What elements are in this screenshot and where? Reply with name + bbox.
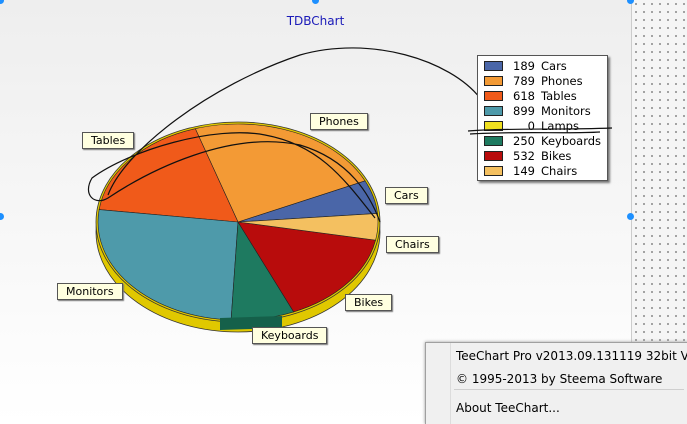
menu-gutter <box>450 343 451 424</box>
chart-legend[interactable]: 189 Cars 789 Phones 618 Tables 899 Monitors 0 Lam… <box>477 55 608 181</box>
legend-label: Tables <box>541 88 577 103</box>
pie-label-tables[interactable]: Tables <box>82 132 135 149</box>
legend-item-keyboards[interactable]: 250 Keyboards <box>478 133 607 148</box>
legend-label: Monitors <box>541 103 591 118</box>
legend-item-chairs[interactable]: 149 Chairs <box>478 163 607 178</box>
legend-swatch <box>484 120 503 131</box>
pie-label-phones[interactable]: Phones <box>310 113 368 130</box>
legend-value: 789 <box>513 73 535 88</box>
legend-value: 899 <box>513 103 535 118</box>
pie-label-cars[interactable]: Cars <box>385 187 428 204</box>
pie-chart[interactable] <box>0 0 631 423</box>
selection-handle-left-middle[interactable] <box>0 213 4 220</box>
legend-item-phones[interactable]: 789 Phones <box>478 73 607 88</box>
legend-swatch <box>484 150 503 161</box>
legend-value: 149 <box>513 163 535 178</box>
legend-swatch <box>484 90 503 101</box>
legend-swatch <box>484 165 503 176</box>
pie-slice-keyboards-side <box>220 316 282 330</box>
selection-handle-top-right[interactable] <box>627 0 634 4</box>
context-menu[interactable]: TeeChart Pro v2013.09.131119 32bit VCL ©… <box>425 342 687 424</box>
pie-slice-bikes[interactable] <box>237 221 376 313</box>
legend-item-monitors[interactable]: 899 Monitors <box>478 103 607 118</box>
legend-item-cars[interactable]: 189 Cars <box>478 58 607 73</box>
pie-slice-chairs[interactable] <box>237 213 379 241</box>
legend-value: 618 <box>513 88 535 103</box>
legend-swatch <box>484 75 503 86</box>
pie-label-bikes[interactable]: Bikes <box>345 294 393 311</box>
legend-label: Bikes <box>541 148 572 163</box>
pie-label-chairs[interactable]: Chairs <box>386 236 439 253</box>
legend-label: Chairs <box>541 163 578 178</box>
legend-value: 532 <box>513 148 535 163</box>
legend-value: 0 <box>527 118 535 133</box>
chart-title: TDBChart <box>286 14 345 28</box>
pie-label-keyboards[interactable]: Keyboards <box>252 327 328 344</box>
selection-handle-top-left[interactable] <box>0 0 4 4</box>
legend-swatch <box>484 105 503 116</box>
legend-label: Phones <box>541 73 583 88</box>
menu-item-about[interactable]: About TeeChart... <box>456 401 560 415</box>
legend-value: 250 <box>513 133 535 148</box>
hand-drawn-scribble <box>87 47 481 223</box>
legend-value: 189 <box>513 58 535 73</box>
legend-swatch <box>484 60 503 71</box>
legend-label: Lamps <box>541 118 579 133</box>
legend-label: Keyboards <box>541 133 602 148</box>
legend-item-tables[interactable]: 618 Tables <box>478 88 607 103</box>
pie-slices <box>95 121 381 333</box>
legend-item-lamps[interactable]: 0 Lamps <box>478 118 607 133</box>
legend-item-bikes[interactable]: 532 Bikes <box>478 148 607 163</box>
selection-handle-top-middle[interactable] <box>312 0 319 4</box>
selection-handle-right-middle[interactable] <box>627 213 634 220</box>
menu-item-copyright[interactable]: © 1995-2013 by Steema Software <box>456 372 663 386</box>
pie-slice-phones[interactable] <box>194 123 366 223</box>
legend-label: Cars <box>541 58 567 73</box>
legend-swatch <box>484 135 503 146</box>
menu-item-version[interactable]: TeeChart Pro v2013.09.131119 32bit VCL <box>456 349 687 363</box>
pie-slice-monitors[interactable] <box>97 209 239 321</box>
pie-label-monitors[interactable]: Monitors <box>57 283 123 300</box>
menu-separator <box>454 389 684 390</box>
